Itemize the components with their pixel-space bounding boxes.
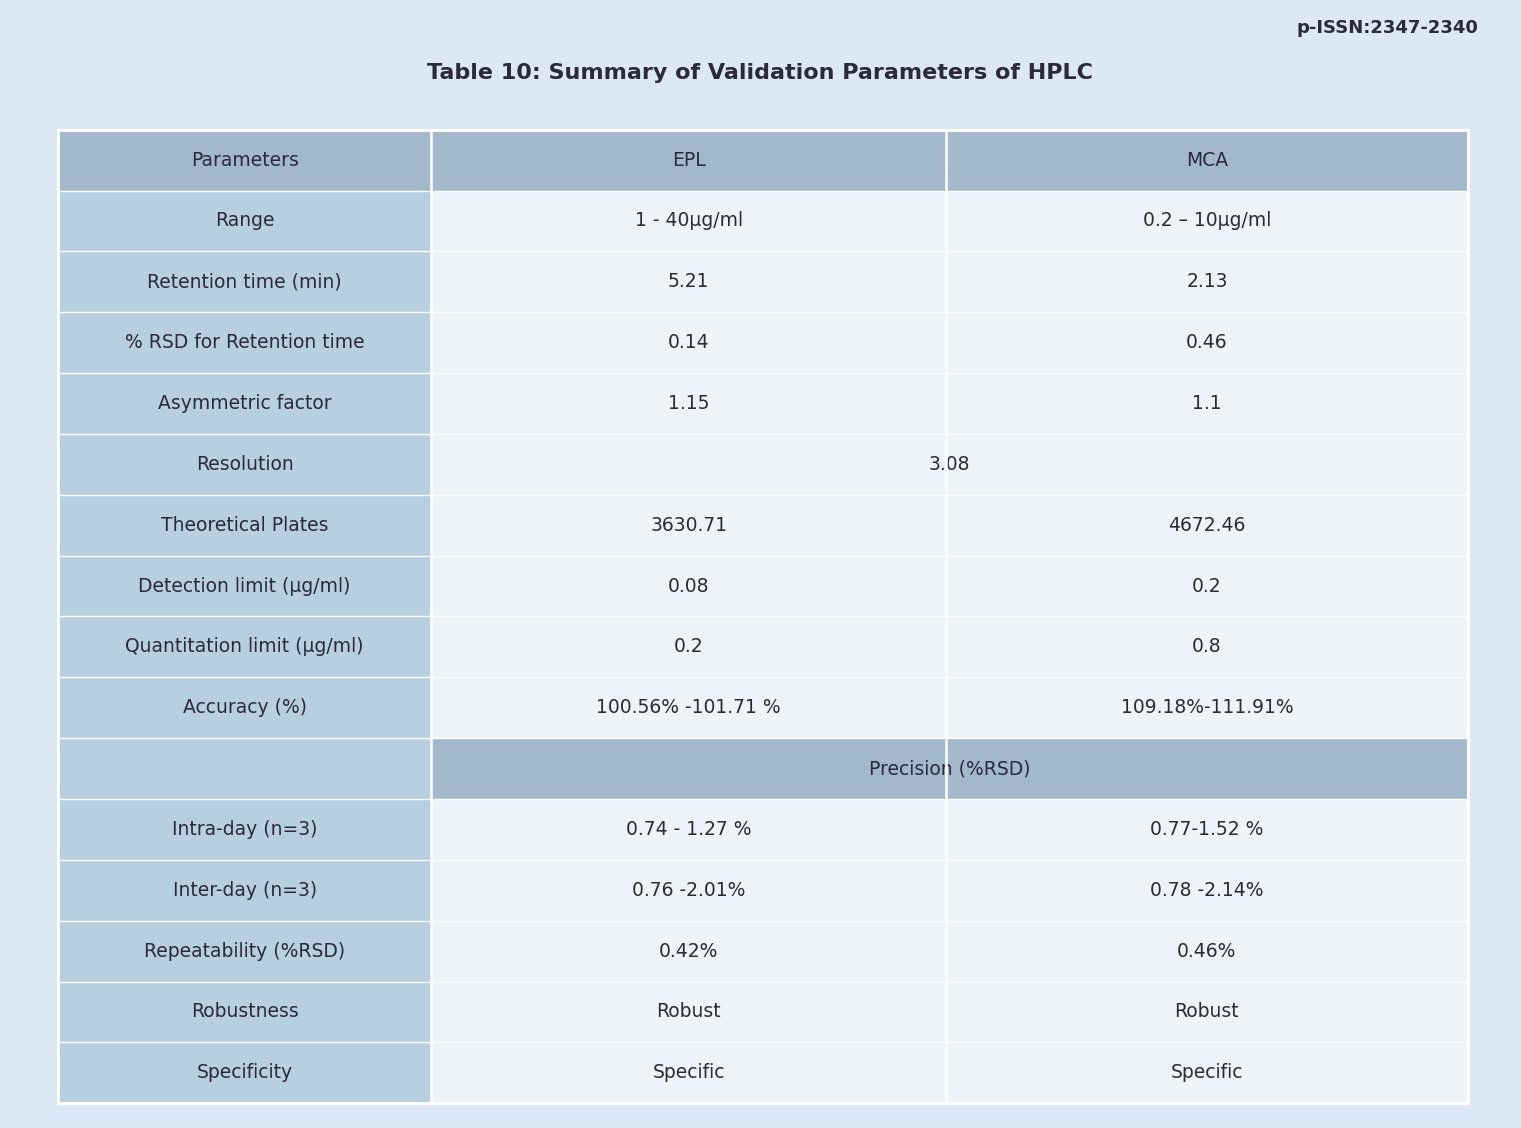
Text: 0.8: 0.8	[1192, 637, 1221, 656]
Bar	[946, 130, 1468, 191]
Text: 0.2 – 10μg/ml: 0.2 – 10μg/ml	[1142, 211, 1272, 230]
Bar	[432, 616, 946, 677]
Bar	[58, 860, 432, 920]
Text: p-ISSN:2347-2340: p-ISSN:2347-2340	[1296, 19, 1478, 37]
Text: Parameters: Parameters	[190, 151, 298, 169]
Text: Robust: Robust	[1174, 1003, 1240, 1022]
Text: 0.2: 0.2	[1192, 576, 1221, 596]
Bar	[432, 1042, 946, 1103]
Bar	[432, 556, 946, 616]
Text: 0.08: 0.08	[668, 576, 709, 596]
Bar	[58, 981, 432, 1042]
Text: 3.08: 3.08	[929, 455, 970, 474]
Text: 3630.71: 3630.71	[649, 515, 727, 535]
Bar	[432, 860, 946, 920]
Bar	[432, 130, 946, 191]
Text: 2.13: 2.13	[1186, 272, 1227, 291]
Bar	[432, 373, 946, 434]
Bar	[432, 799, 946, 860]
Bar	[58, 616, 432, 677]
Bar	[432, 252, 946, 312]
Text: 0.46: 0.46	[1186, 333, 1227, 352]
Bar	[432, 920, 946, 981]
Text: 5.21: 5.21	[668, 272, 709, 291]
Bar	[946, 556, 1468, 616]
Bar	[58, 434, 432, 495]
Bar	[946, 738, 1468, 799]
Bar	[58, 252, 432, 312]
Text: 0.2: 0.2	[674, 637, 704, 656]
Text: Quantitation limit (μg/ml): Quantitation limit (μg/ml)	[125, 637, 364, 656]
Text: Resolution: Resolution	[196, 455, 294, 474]
Bar	[58, 556, 432, 616]
Text: 100.56% -101.71 %: 100.56% -101.71 %	[596, 698, 782, 717]
Bar	[946, 1042, 1468, 1103]
Bar	[58, 373, 432, 434]
Bar	[946, 799, 1468, 860]
Text: EPL: EPL	[672, 151, 706, 169]
Text: Specificity: Specificity	[196, 1064, 292, 1082]
Text: 0.77-1.52 %: 0.77-1.52 %	[1150, 820, 1264, 839]
Text: Specific: Specific	[653, 1064, 726, 1082]
Text: Accuracy (%): Accuracy (%)	[183, 698, 307, 717]
Bar	[58, 738, 432, 799]
Bar	[58, 495, 432, 556]
Text: Specific: Specific	[1171, 1064, 1243, 1082]
Bar	[432, 677, 946, 738]
Bar	[58, 920, 432, 981]
Bar	[58, 677, 432, 738]
Bar	[946, 495, 1468, 556]
Bar	[946, 312, 1468, 373]
Bar	[946, 860, 1468, 920]
Text: Asymmetric factor: Asymmetric factor	[158, 394, 332, 413]
Bar	[58, 191, 432, 252]
Bar	[58, 312, 432, 373]
Bar	[946, 252, 1468, 312]
Bar	[946, 677, 1468, 738]
Text: 0.78 -2.14%: 0.78 -2.14%	[1150, 881, 1264, 900]
Text: Repeatability (%RSD): Repeatability (%RSD)	[144, 942, 345, 961]
Bar	[946, 920, 1468, 981]
Text: Robustness: Robustness	[190, 1003, 298, 1022]
Text: 0.14: 0.14	[668, 333, 710, 352]
Text: 109.18%-111.91%: 109.18%-111.91%	[1121, 698, 1293, 717]
Text: Precision (%RSD): Precision (%RSD)	[868, 759, 1030, 778]
Text: Inter-day (n=3): Inter-day (n=3)	[172, 881, 316, 900]
Text: Retention time (min): Retention time (min)	[148, 272, 342, 291]
Text: 0.74 - 1.27 %: 0.74 - 1.27 %	[627, 820, 751, 839]
Text: 1 - 40μg/ml: 1 - 40μg/ml	[634, 211, 742, 230]
Text: 0.42%: 0.42%	[659, 942, 718, 961]
Bar	[432, 738, 946, 799]
Bar	[432, 191, 946, 252]
Text: 0.76 -2.01%: 0.76 -2.01%	[633, 881, 745, 900]
Bar	[946, 434, 1468, 495]
Text: Table 10: Summary of Validation Parameters of HPLC: Table 10: Summary of Validation Paramete…	[427, 63, 1094, 83]
Text: 4672.46: 4672.46	[1168, 515, 1246, 535]
Text: Robust: Robust	[657, 1003, 721, 1022]
Bar	[432, 495, 946, 556]
Bar	[946, 981, 1468, 1042]
Text: 0.46%: 0.46%	[1177, 942, 1237, 961]
Text: % RSD for Retention time: % RSD for Retention time	[125, 333, 365, 352]
Bar	[58, 130, 1468, 1103]
Bar	[432, 312, 946, 373]
Bar	[946, 191, 1468, 252]
Text: MCA: MCA	[1186, 151, 1227, 169]
Bar	[58, 130, 432, 191]
Bar	[432, 434, 946, 495]
Text: Range: Range	[214, 211, 274, 230]
Bar	[946, 616, 1468, 677]
Text: Intra-day (n=3): Intra-day (n=3)	[172, 820, 318, 839]
Bar	[58, 1042, 432, 1103]
Text: 1.15: 1.15	[668, 394, 709, 413]
Bar	[432, 981, 946, 1042]
Text: Theoretical Plates: Theoretical Plates	[161, 515, 329, 535]
Bar	[58, 799, 432, 860]
Bar	[946, 373, 1468, 434]
Text: 1.1: 1.1	[1192, 394, 1221, 413]
Text: Detection limit (μg/ml): Detection limit (μg/ml)	[138, 576, 351, 596]
